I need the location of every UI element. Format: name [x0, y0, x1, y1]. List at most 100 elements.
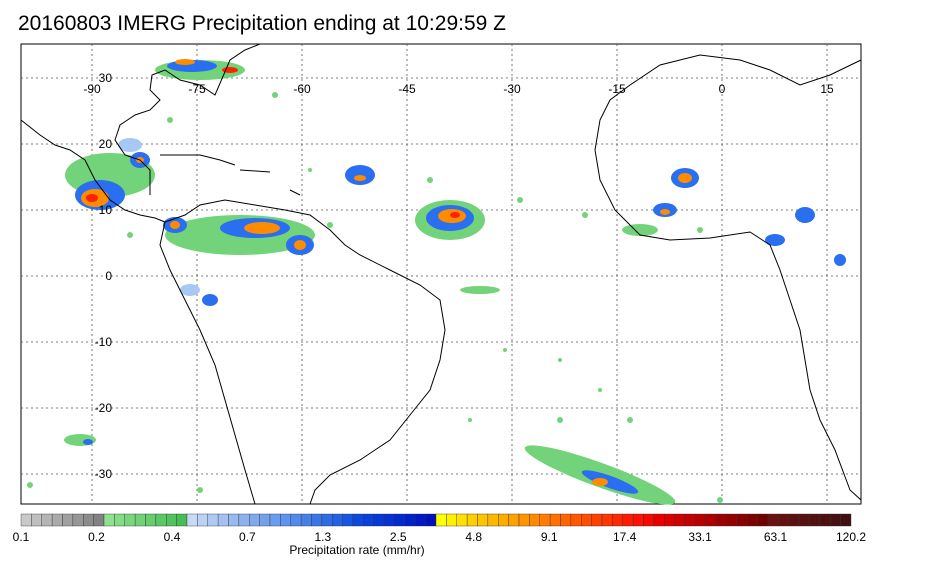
longitude-label: -45	[398, 82, 416, 96]
colorbar-swatch	[778, 513, 789, 527]
latitude-label: -10	[95, 335, 113, 349]
latitude-label: -20	[95, 401, 113, 415]
colorbar-swatch	[830, 513, 841, 527]
latitude-label: 10	[99, 203, 113, 217]
colorbar-swatch	[155, 513, 167, 527]
colorbar-swatch	[363, 513, 374, 527]
colorbar-swatch	[280, 513, 291, 527]
colorbar-swatch	[103, 513, 115, 527]
graticule	[21, 44, 861, 504]
colorbar-tick-label: 0.1	[13, 530, 30, 544]
colorbar-swatch	[643, 513, 655, 527]
colorbar-swatch	[93, 513, 105, 527]
colorbar-swatch	[757, 513, 769, 527]
colorbar-tick-label: 0.2	[88, 530, 105, 544]
colorbar-swatch	[321, 513, 333, 527]
colorbar-swatch	[549, 513, 561, 527]
colorbar-swatch	[664, 513, 675, 527]
colorbar-swatch	[601, 513, 613, 527]
precip-patch-south-atlantic	[64, 434, 676, 505]
colorbar-swatch	[653, 513, 665, 527]
colorbar-swatch	[498, 513, 509, 527]
colorbar-swatch	[166, 513, 177, 527]
colorbar-swatch	[591, 513, 603, 527]
longitude-label: -15	[608, 82, 626, 96]
coastlines	[20, 43, 862, 505]
colorbar-swatch	[145, 513, 157, 527]
precip-patch-west-africa	[622, 168, 846, 266]
colorbar-tick-label: 33.1	[688, 530, 712, 544]
colorbar-swatch	[238, 513, 250, 527]
colorbar-tick-label: 9.1	[541, 530, 558, 544]
latitude-label: 0	[105, 269, 112, 283]
colorbar-swatch	[788, 513, 800, 527]
colorbar-tick-label: 2.5	[390, 530, 407, 544]
colorbar-swatch	[581, 513, 592, 527]
colorbar-swatch	[249, 513, 260, 527]
precip-patch-gulf	[155, 59, 245, 80]
colorbar-swatch	[747, 513, 758, 527]
colorbar-swatch	[674, 513, 686, 527]
colorbar-swatch	[819, 513, 831, 527]
colorbar-swatch	[114, 513, 125, 527]
colorbar-swatch	[186, 513, 198, 527]
colorbar-swatch	[726, 513, 738, 527]
longitude-label: -75	[188, 82, 206, 96]
colorbar-swatch	[477, 513, 489, 527]
latitude-labels: 30 20 10 0 -10 -20 -30	[95, 71, 113, 481]
precip-patch-atlantic	[345, 165, 500, 294]
colorbar-swatch	[529, 513, 540, 527]
colorbar-swatch	[684, 513, 696, 527]
colorbar-swatch	[456, 513, 468, 527]
precip-patch-south-america-north	[163, 215, 315, 306]
colorbar-swatch	[332, 513, 343, 527]
coast-africa	[594, 54, 862, 501]
precipitation-field	[27, 59, 846, 505]
colorbar-swatch	[31, 513, 42, 527]
colorbar-swatch	[487, 513, 499, 527]
colorbar-tick-labels: 0.1 0.2 0.4 0.7 1.3 2.5 4.8 9.1 17.4 33.1 63.1 120.…	[13, 530, 867, 544]
coast-caribbean-islands	[160, 154, 301, 196]
colorbar-swatch	[41, 513, 53, 527]
colorbar-swatch	[715, 513, 727, 527]
colorbar-tick-label: 0.4	[164, 530, 181, 544]
colorbar-swatch	[72, 513, 84, 527]
colorbar-swatch	[446, 513, 457, 527]
longitude-label: 15	[820, 82, 834, 96]
longitude-labels: -90 -75 -60 -45 -30 -15 0 15	[83, 82, 834, 96]
colorbar-swatch	[435, 513, 447, 527]
colorbar-swatch	[415, 513, 426, 527]
colorbar-swatch	[373, 513, 385, 527]
map-title: 20160803 IMERG Precipitation ending at 1…	[18, 12, 506, 35]
colorbar-swatch	[20, 513, 32, 527]
colorbar-swatch	[736, 513, 748, 527]
latitude-label: 20	[99, 137, 113, 151]
colorbar-swatch	[176, 513, 188, 527]
colorbar-swatch	[83, 513, 94, 527]
colorbar-swatch	[767, 513, 779, 527]
map-frame	[20, 43, 862, 505]
colorbar-swatch	[300, 513, 312, 527]
colorbar-swatch	[62, 513, 74, 527]
colorbar-swatch	[228, 513, 240, 527]
colorbar-swatch	[570, 513, 582, 527]
colorbar-swatch	[518, 513, 530, 527]
colorbar-swatch	[51, 513, 63, 527]
colorbar-swatch	[124, 513, 136, 527]
colorbar-swatch	[539, 513, 551, 527]
colorbar-swatch	[342, 513, 354, 527]
colorbar-swatch	[425, 513, 437, 527]
colorbar-swatch	[394, 513, 406, 527]
colorbar-swatch	[695, 513, 706, 527]
colorbar-swatch	[705, 513, 717, 527]
colorbar-tick-label: 17.4	[613, 530, 637, 544]
colorbar-swatch	[809, 513, 821, 527]
colorbar-tick-label: 1.3	[314, 530, 331, 544]
colorbar-title: Precipitation rate (mm/hr)	[289, 543, 424, 557]
longitude-label: 0	[719, 82, 726, 96]
longitude-label: -30	[503, 82, 521, 96]
colorbar-tick-label: 63.1	[764, 530, 788, 544]
colorbar-swatch	[840, 513, 852, 527]
colorbar-swatch	[383, 513, 395, 527]
